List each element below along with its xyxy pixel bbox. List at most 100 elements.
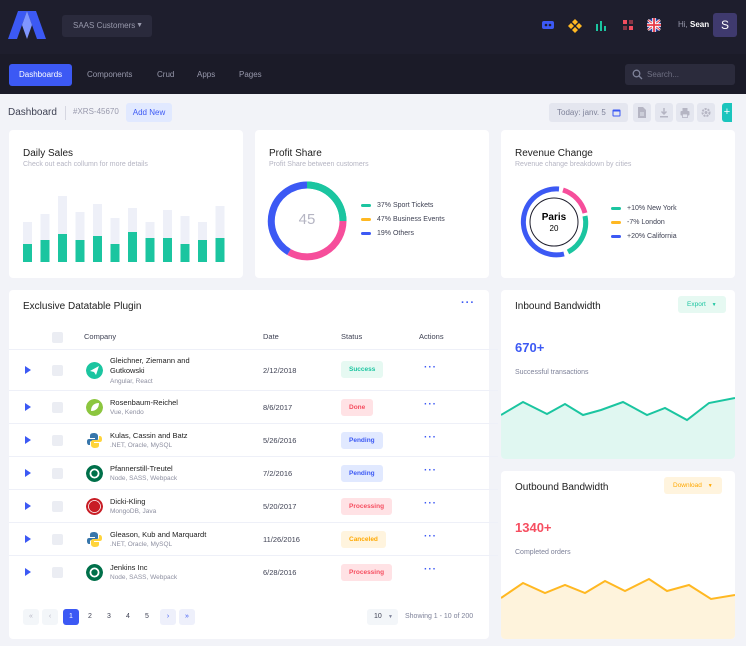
expand-row-icon[interactable] [25, 469, 31, 477]
table-row[interactable]: Rosenbaum-Reichel Vue, Kendo 8/6/2017 Do… [9, 390, 498, 423]
settings-button[interactable] [697, 103, 715, 122]
layers-icon[interactable] [567, 17, 583, 33]
row-checkbox[interactable] [52, 567, 63, 578]
status-badge: Success [341, 361, 384, 378]
row-date: 7/2/2016 [263, 469, 293, 478]
sales-bar-background [110, 218, 120, 262]
row-checkbox[interactable] [52, 534, 63, 545]
download-button[interactable]: Download ▼ [664, 477, 722, 494]
page-size-select[interactable]: 10 ▼ [367, 609, 398, 625]
page-button-5[interactable]: 5 [145, 613, 149, 620]
next-page-button[interactable]: › [160, 609, 176, 625]
robot-icon[interactable] [540, 17, 556, 33]
company-tech: Angular, React [110, 378, 153, 385]
export-button[interactable]: Export ▼ [678, 296, 726, 313]
outbound-bandwidth-card: Outbound Bandwidth Download ▼ 1340+ Comp… [501, 471, 735, 639]
user-greeting[interactable]: Hi, Sean [678, 20, 709, 29]
company-logo-python [87, 532, 102, 547]
revenue-change-card: Revenue Change Revenue change breakdown … [501, 130, 735, 278]
quick-add-button[interactable]: + [722, 103, 732, 122]
project-select[interactable]: SAAS Customers ▼ [62, 15, 152, 37]
page-button-2[interactable]: 2 [88, 613, 92, 620]
expand-row-icon[interactable] [25, 436, 31, 444]
company-name: Rosenbaum-Reichel [110, 398, 178, 407]
row-actions-icon[interactable]: ··· [424, 362, 437, 373]
nav-components[interactable]: Components [87, 70, 133, 79]
file-button[interactable] [633, 103, 651, 122]
uk-flag-icon[interactable] [646, 17, 662, 33]
status-badge: Pending [341, 465, 383, 482]
apps-grid-icon[interactable] [620, 17, 636, 33]
expand-row-icon[interactable] [25, 366, 31, 374]
sales-bar [145, 238, 155, 262]
pagination-info: Showing 1 - 10 of 200 [405, 613, 474, 620]
row-checkbox[interactable] [52, 435, 63, 446]
subheader-code: #XRS-45670 [73, 107, 119, 116]
expand-row-icon[interactable] [25, 403, 31, 411]
row-actions-icon[interactable]: ··· [424, 399, 437, 410]
select-all-checkbox[interactable] [52, 332, 63, 343]
date-picker-button[interactable]: Today: janv. 5 [549, 103, 628, 122]
row-checkbox[interactable] [52, 501, 63, 512]
table-row[interactable]: Jenkins Inc Node, SASS, Webpack 6/28/201… [9, 555, 498, 588]
profit-legend-label: 47% Business Events [377, 216, 445, 223]
more-options-icon[interactable]: ··· [461, 297, 475, 309]
last-page-button[interactable]: » [179, 609, 195, 625]
revenue-legend-item: -7% London [611, 219, 665, 226]
column-header-company[interactable]: Company [84, 332, 117, 341]
expand-row-icon[interactable] [25, 502, 31, 510]
company-logo-paper-plane [86, 362, 103, 379]
profit-legend-item: 37% Sport Tickets [361, 202, 433, 209]
download-button[interactable] [655, 103, 673, 122]
table-row[interactable]: Dicki-Kling MongoDB, Java 5/20/2017 Proc… [9, 489, 498, 522]
status-badge: Processing [341, 498, 393, 515]
column-header-status[interactable]: Status [341, 332, 363, 341]
row-checkbox[interactable] [52, 402, 63, 413]
revenue-center-value: 20 [549, 224, 559, 233]
expand-row-icon[interactable] [25, 568, 31, 576]
outbound-title: Outbound Bandwidth [515, 482, 609, 493]
nav-apps[interactable]: Apps [197, 70, 216, 79]
revenue-change-title: Revenue Change [515, 148, 593, 159]
brand-logo[interactable] [8, 11, 46, 39]
row-actions-icon[interactable]: ··· [424, 531, 437, 542]
top-header: SAAS Customers ▼ Hi, Sean S [0, 0, 746, 54]
row-date: 11/26/2016 [263, 535, 300, 544]
add-new-button[interactable]: Add New [126, 103, 172, 122]
chart-bar-icon[interactable] [593, 17, 609, 33]
column-header-date[interactable]: Date [263, 332, 279, 341]
row-date: 2/12/2018 [263, 366, 297, 375]
first-page-button[interactable]: « [23, 609, 39, 625]
nav-pages[interactable]: Pages [239, 70, 262, 79]
prev-page-button[interactable]: ‹ [42, 609, 58, 625]
expand-row-icon[interactable] [25, 535, 31, 543]
row-actions-icon[interactable]: ··· [424, 432, 437, 443]
row-actions-icon[interactable]: ··· [424, 498, 437, 509]
outbound-label: Completed orders [515, 549, 571, 556]
nav-crud[interactable]: Crud [157, 70, 175, 79]
table-row[interactable]: Gleichner, Ziemann and Gutkowski Angular… [9, 349, 498, 389]
inbound-bandwidth-card: Inbound Bandwidth Export ▼ 670+ Successf… [501, 290, 735, 459]
page-button-1[interactable]: 1 [63, 609, 79, 625]
row-date: 6/28/2016 [263, 568, 297, 577]
sales-bar [198, 240, 207, 262]
row-actions-icon[interactable]: ··· [424, 564, 437, 575]
status-badge: Done [341, 399, 374, 416]
row-actions-icon[interactable]: ··· [424, 465, 437, 476]
table-row[interactable]: Pfannerstill-Treutel Node, SASS, Webpack… [9, 456, 498, 489]
table-row[interactable]: Kulas, Cassin and Batz .NET, Oracle, MyS… [9, 423, 498, 456]
legend-swatch [611, 234, 621, 238]
company-logo-cjnet [86, 498, 103, 515]
status-badge: Processing [341, 564, 393, 581]
nav-dashboards[interactable]: Dashboards [9, 64, 73, 86]
profit-share-donut [267, 181, 347, 261]
avatar[interactable]: S [713, 13, 737, 37]
page-button-3[interactable]: 3 [107, 613, 111, 620]
table-row[interactable]: Gleason, Kub and Marquardt .NET, Oracle,… [9, 522, 498, 555]
page-button-4[interactable]: 4 [126, 613, 130, 620]
row-checkbox[interactable] [52, 365, 63, 376]
print-button[interactable] [676, 103, 694, 122]
subheader-divider [65, 106, 66, 120]
row-checkbox[interactable] [52, 468, 63, 479]
search-input[interactable] [647, 67, 727, 82]
